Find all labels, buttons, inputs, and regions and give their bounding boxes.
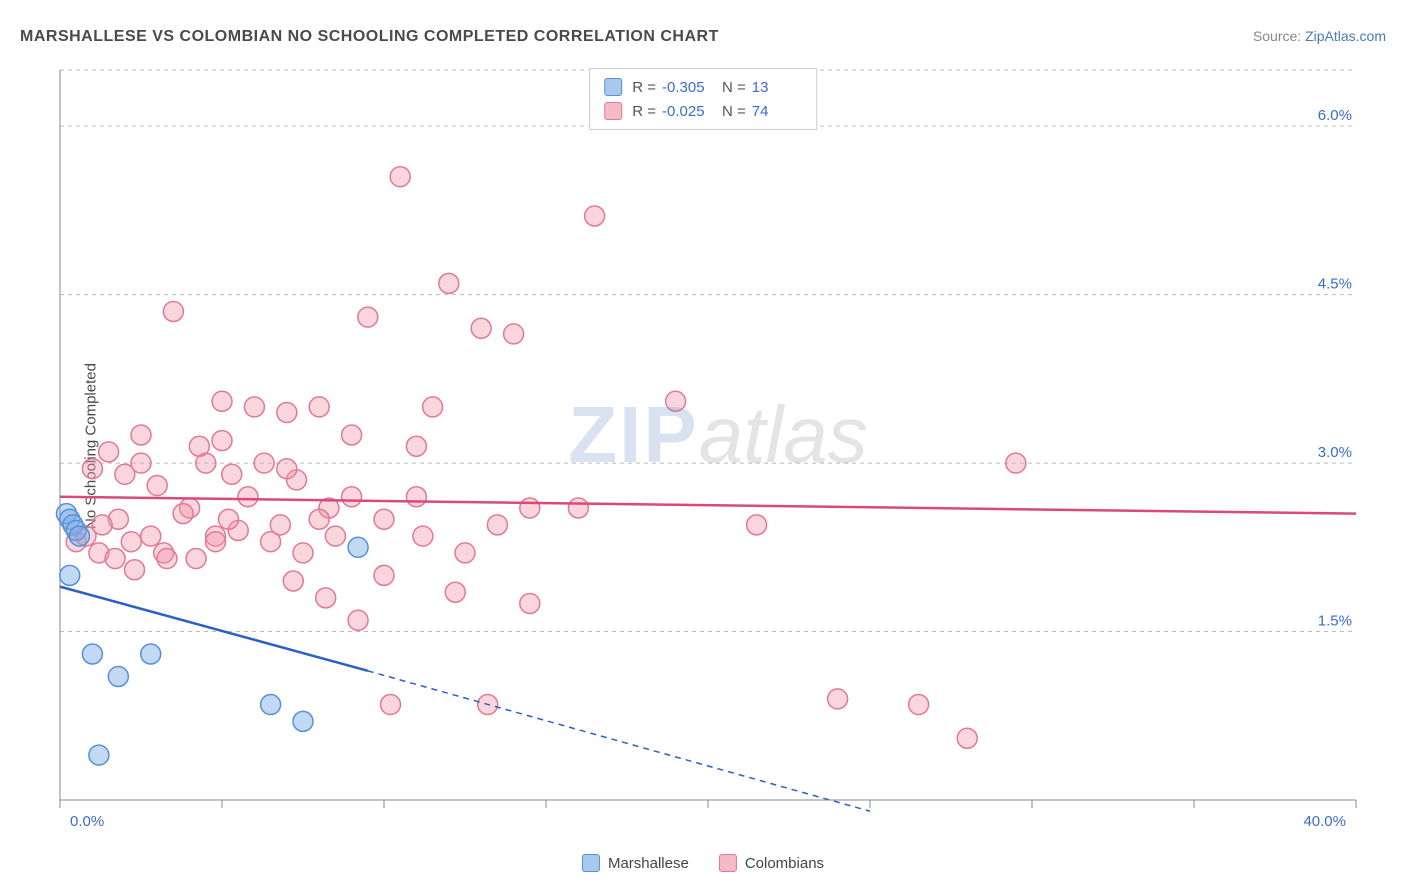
n-label: N = (722, 103, 746, 120)
source-prefix: Source: (1253, 28, 1305, 44)
chart-title: MARSHALLESE VS COLOMBIAN NO SCHOOLING CO… (20, 28, 719, 46)
r-value-colombians: -0.025 (662, 103, 712, 120)
svg-text:3.0%: 3.0% (1318, 444, 1352, 461)
swatch-colombians (604, 102, 622, 120)
scatter-chart: 1.5% 3.0% 4.5% 6.0% 0.0% 40.0% (50, 60, 1386, 832)
r-label: R = (632, 79, 656, 96)
correlation-legend: R = -0.305 N = 13 R = -0.025 N = 74 (589, 68, 817, 130)
r-label: R = (632, 103, 656, 120)
n-value-marshallese: 13 (752, 79, 802, 96)
svg-text:0.0%: 0.0% (70, 813, 104, 830)
swatch-marshallese (582, 854, 600, 872)
chart-area: 1.5%3.0%4.5%6.0%0.0%40.0% ZIPatlas (50, 60, 1386, 832)
source-link[interactable]: ZipAtlas.com (1305, 28, 1386, 44)
svg-text:1.5%: 1.5% (1318, 613, 1352, 630)
legend-item-marshallese: Marshallese (582, 854, 689, 872)
swatch-colombians (719, 854, 737, 872)
swatch-marshallese (604, 78, 622, 96)
n-value-colombians: 74 (752, 103, 802, 120)
legend-label-marshallese: Marshallese (608, 855, 689, 872)
n-label: N = (722, 79, 746, 96)
legend-label-colombians: Colombians (745, 855, 824, 872)
legend-row-marshallese: R = -0.305 N = 13 (604, 75, 802, 99)
svg-text:4.5%: 4.5% (1318, 276, 1352, 293)
legend-item-colombians: Colombians (719, 854, 824, 872)
svg-text:40.0%: 40.0% (1303, 813, 1346, 830)
r-value-marshallese: -0.305 (662, 79, 712, 96)
series-legend: Marshallese Colombians (582, 854, 824, 872)
svg-text:6.0%: 6.0% (1318, 107, 1352, 124)
source-attribution: Source: ZipAtlas.com (1253, 28, 1386, 44)
legend-row-colombians: R = -0.025 N = 74 (604, 99, 802, 123)
